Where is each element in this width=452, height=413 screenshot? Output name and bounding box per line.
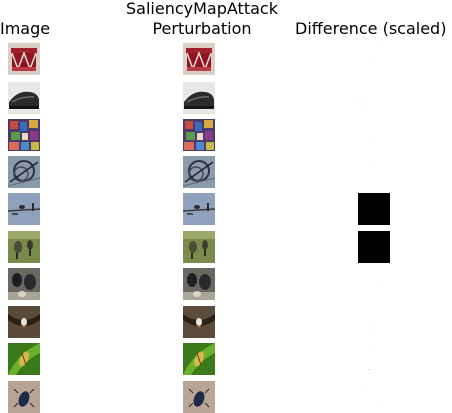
perturbed-image [183, 381, 215, 413]
difference-image [358, 306, 390, 338]
difference-image [358, 343, 390, 375]
original-image [8, 306, 40, 338]
image-row [0, 343, 452, 375]
original-image [8, 381, 40, 413]
original-image [8, 268, 40, 300]
image-row [0, 156, 452, 188]
column-header-difference: Difference (scaled) [295, 19, 447, 38]
perturbed-image [183, 156, 215, 188]
original-image [8, 343, 40, 375]
perturbed-image [183, 119, 215, 151]
perturbed-image [183, 268, 215, 300]
image-row [0, 381, 452, 413]
difference-image [358, 193, 390, 225]
perturbed-image [183, 193, 215, 225]
difference-image [358, 268, 390, 300]
image-row [0, 268, 452, 300]
image-row [0, 82, 452, 114]
original-image [8, 119, 40, 151]
perturbed-image [183, 43, 215, 75]
perturbed-image [183, 343, 215, 375]
image-row [0, 43, 452, 75]
original-image [8, 156, 40, 188]
difference-image [358, 156, 390, 188]
difference-image [358, 82, 390, 114]
column-header-perturbation: Perturbation [152, 19, 252, 38]
original-image [8, 43, 40, 75]
difference-image [358, 43, 390, 75]
original-image [8, 193, 40, 225]
perturbed-image [183, 82, 215, 114]
difference-image [358, 119, 390, 151]
column-header-perturbation-title: SaliencyMapAttack [126, 0, 278, 18]
original-image [8, 231, 40, 263]
image-row [0, 119, 452, 151]
perturbed-image [183, 306, 215, 338]
difference-image [358, 381, 390, 413]
perturbed-image [183, 231, 215, 263]
column-header-image: Image [0, 19, 51, 38]
difference-image [358, 231, 390, 263]
image-row [0, 193, 452, 225]
original-image [8, 82, 40, 114]
image-row [0, 231, 452, 263]
image-row [0, 306, 452, 338]
